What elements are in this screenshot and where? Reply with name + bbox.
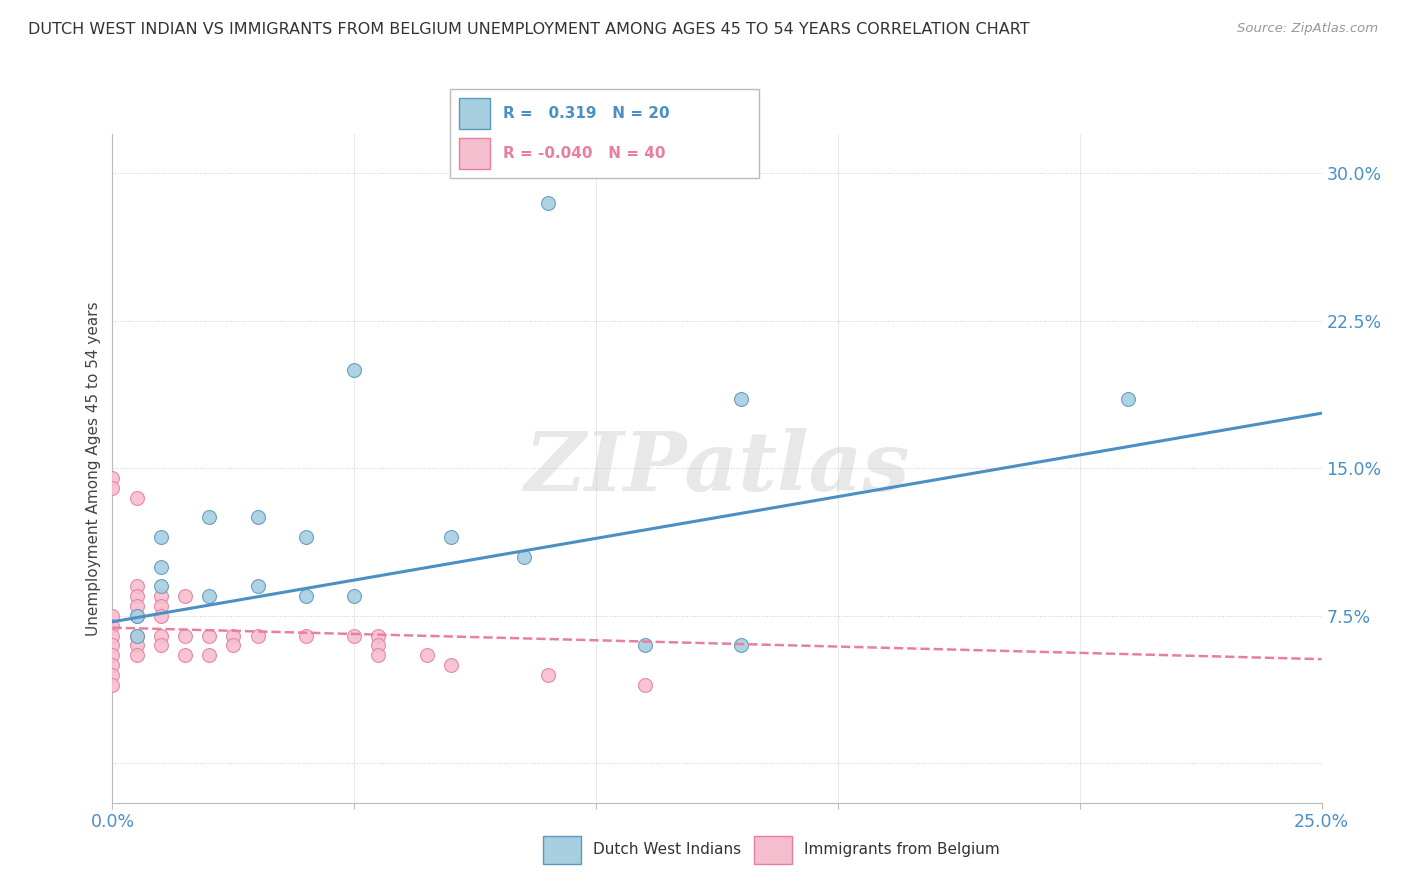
Point [198, 628, 221, 642]
Point [101, 481, 124, 495]
Bar [460, 138, 491, 169]
Point [367, 628, 389, 642]
Text: DUTCH WEST INDIAN VS IMMIGRANTS FROM BELGIUM UNEMPLOYMENT AMONG AGES 45 TO 54 YE: DUTCH WEST INDIAN VS IMMIGRANTS FROM BEL… [28, 22, 1029, 37]
Point [246, 579, 269, 593]
Point [730, 639, 752, 653]
Text: R =   0.319   N = 20: R = 0.319 N = 20 [502, 106, 669, 120]
Point [125, 491, 148, 505]
Bar [754, 836, 792, 863]
Point [125, 628, 148, 642]
Point [125, 639, 148, 653]
Point [101, 471, 124, 485]
Text: R = -0.040   N = 40: R = -0.040 N = 40 [502, 146, 665, 161]
Point [174, 648, 197, 663]
Point [222, 639, 245, 653]
Point [295, 628, 318, 642]
Text: Immigrants from Belgium: Immigrants from Belgium [804, 842, 1000, 857]
Bar [543, 836, 581, 863]
Point [125, 608, 148, 623]
Point [101, 608, 124, 623]
Point [343, 363, 366, 377]
Point [149, 579, 172, 593]
FancyBboxPatch shape [450, 89, 759, 178]
Point [149, 608, 172, 623]
Point [198, 510, 221, 524]
Point [101, 668, 124, 682]
Point [101, 658, 124, 673]
Point [101, 648, 124, 663]
Point [149, 639, 172, 653]
Point [343, 628, 366, 642]
Point [174, 589, 197, 603]
Point [416, 648, 439, 663]
Point [101, 628, 124, 642]
Point [246, 510, 269, 524]
Point [1116, 392, 1139, 407]
Point [198, 648, 221, 663]
Point [125, 628, 148, 642]
Point [149, 530, 172, 544]
Point [125, 579, 148, 593]
Point [343, 589, 366, 603]
Point [367, 648, 389, 663]
Text: Dutch West Indians: Dutch West Indians [593, 842, 741, 857]
Point [198, 589, 221, 603]
Point [101, 618, 124, 632]
Point [125, 608, 148, 623]
Point [101, 678, 124, 692]
Point [633, 639, 655, 653]
Point [149, 628, 172, 642]
Point [125, 589, 148, 603]
Point [730, 392, 752, 407]
Point [149, 559, 172, 574]
Y-axis label: Unemployment Among Ages 45 to 54 years: Unemployment Among Ages 45 to 54 years [86, 301, 101, 636]
Bar [460, 98, 491, 129]
Point [367, 639, 389, 653]
Point [125, 599, 148, 613]
Point [440, 658, 463, 673]
Point [174, 628, 197, 642]
Point [537, 668, 560, 682]
Text: ZIPatlas: ZIPatlas [524, 428, 910, 508]
Point [125, 648, 148, 663]
Point [537, 195, 560, 210]
Point [512, 549, 534, 564]
Point [440, 530, 463, 544]
Point [246, 628, 269, 642]
Point [295, 589, 318, 603]
Point [149, 599, 172, 613]
Point [295, 530, 318, 544]
Point [149, 589, 172, 603]
Point [633, 678, 655, 692]
Text: Source: ZipAtlas.com: Source: ZipAtlas.com [1237, 22, 1378, 36]
Point [222, 628, 245, 642]
Point [101, 639, 124, 653]
